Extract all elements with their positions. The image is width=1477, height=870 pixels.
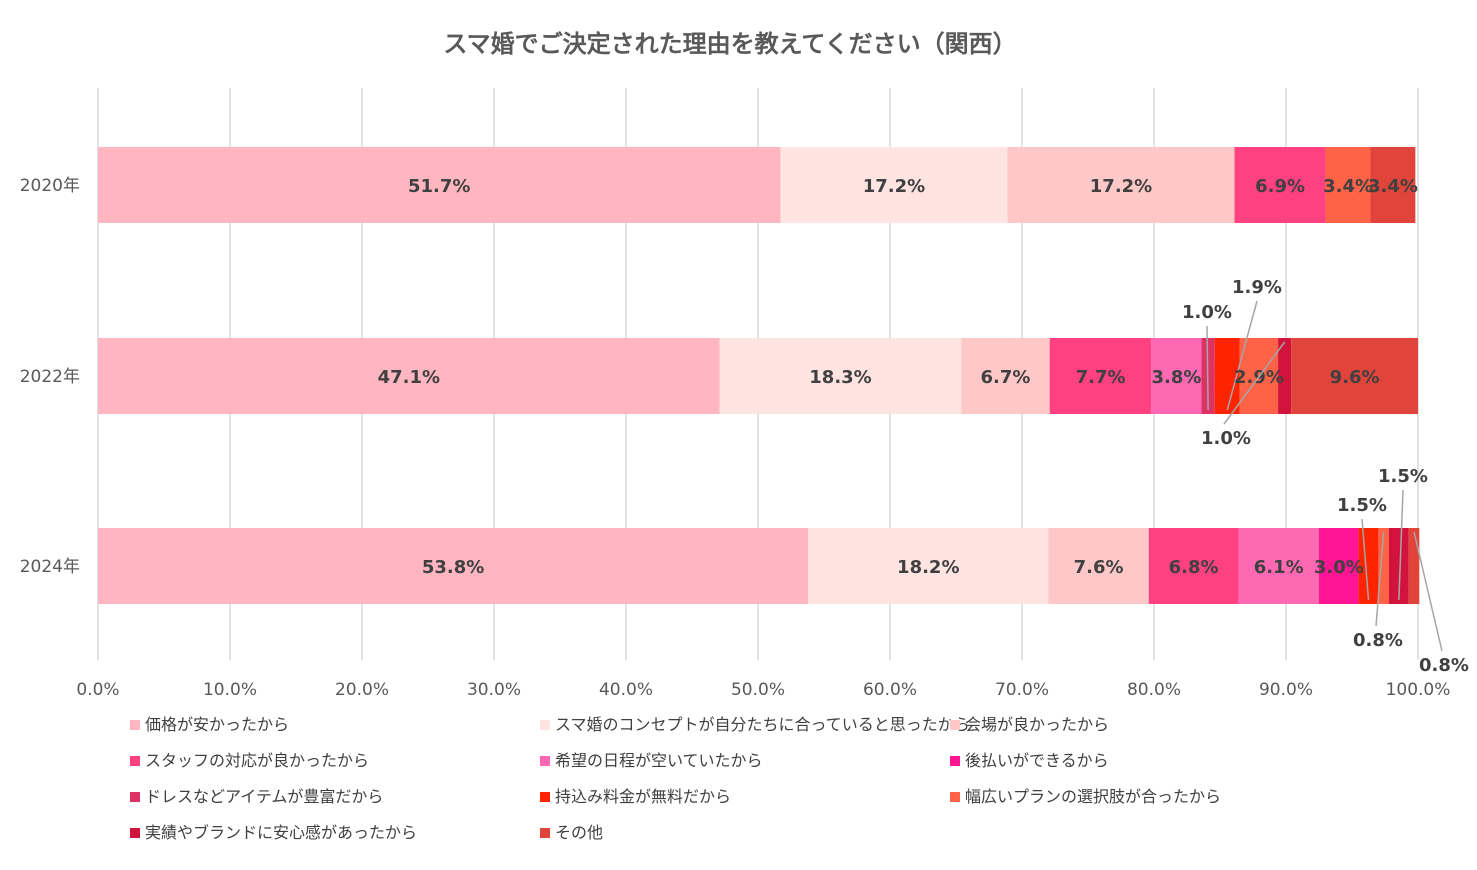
data-label: 3.8% xyxy=(1151,367,1201,388)
legend-swatch xyxy=(950,792,960,802)
bar-segment xyxy=(1148,528,1239,604)
x-tick-label: 60.0% xyxy=(863,680,917,700)
legend-swatch xyxy=(540,792,550,802)
legend-label: 幅広いプランの選択肢が合ったから xyxy=(965,787,1221,806)
data-label: 53.8% xyxy=(422,557,484,578)
bar-segment xyxy=(808,528,1049,604)
legend-label: 価格が安かったから xyxy=(145,715,289,734)
bar-segment xyxy=(1319,528,1359,604)
data-label: 3.4% xyxy=(1368,176,1418,197)
bar-segment xyxy=(1151,338,1202,414)
data-label: 7.7% xyxy=(1076,367,1126,388)
data-label: 6.1% xyxy=(1254,557,1304,578)
legend-label: 持込み料金が無料だから xyxy=(555,787,731,806)
bar-segment xyxy=(1370,147,1416,223)
data-label: 1.5% xyxy=(1378,466,1428,487)
legend-label: スタッフの対応が良かったから xyxy=(145,751,369,770)
x-tick-label: 20.0% xyxy=(335,680,389,700)
legend-swatch xyxy=(130,720,140,730)
data-label: 51.7% xyxy=(408,176,470,197)
data-label: 0.8% xyxy=(1353,630,1403,651)
bar-segment xyxy=(98,147,781,223)
x-tick-label: 100.0% xyxy=(1386,680,1451,700)
data-label: 18.2% xyxy=(897,557,959,578)
data-label: 18.3% xyxy=(809,367,871,388)
x-tick-label: 40.0% xyxy=(599,680,653,700)
bar-segment xyxy=(1325,147,1371,223)
bars xyxy=(98,147,1420,604)
bar-segment xyxy=(1378,528,1389,604)
data-label: 6.7% xyxy=(981,367,1031,388)
bar-segment xyxy=(1408,528,1420,604)
data-label: 17.2% xyxy=(1090,176,1152,197)
y-tick-label: 2024年 xyxy=(20,557,80,577)
leader-line xyxy=(1226,300,1258,411)
bar-segment xyxy=(1238,528,1319,604)
data-label: 1.0% xyxy=(1201,428,1251,449)
x-tick-label: 0.0% xyxy=(76,680,119,700)
bar-segment xyxy=(1291,338,1418,414)
x-tick-label: 90.0% xyxy=(1259,680,1313,700)
bar-segment xyxy=(1278,338,1292,414)
segment-labels: 51.7% 47.1% 53.8% 17.2% 18.3% 18.2% 17.2% 6.7% 7… xyxy=(378,176,1469,676)
data-label: 0.8% xyxy=(1419,655,1469,676)
legend: 価格が安かったから スマ婚のコンセプトが自分たちに合っていると思ったから会場が良か… xyxy=(130,715,1221,842)
data-label: 7.6% xyxy=(1074,557,1124,578)
legend-label: 希望の日程が空いていたから xyxy=(555,751,763,770)
x-tick-label: 30.0% xyxy=(467,680,521,700)
bar-segment xyxy=(98,338,720,414)
bar-segment xyxy=(1007,147,1235,223)
y-tick-label: 2020年 xyxy=(20,176,80,196)
legend-swatch xyxy=(540,720,550,730)
data-label: 3.0% xyxy=(1314,557,1364,578)
bar-segment xyxy=(1048,528,1149,604)
data-label: 1.0% xyxy=(1182,302,1232,323)
data-label: 6.9% xyxy=(1255,176,1305,197)
leader-line xyxy=(1206,325,1209,411)
legend-swatch xyxy=(950,720,960,730)
legend-label: 会場が良かったから xyxy=(965,715,1109,734)
data-label: 1.9% xyxy=(1232,277,1282,298)
data-label: 3.4% xyxy=(1323,176,1373,197)
legend-label: スマ婚のコンセプトが自分たちに合っていると思ったから xyxy=(555,715,970,734)
bar-segment xyxy=(961,338,1050,414)
legend-swatch xyxy=(130,792,140,802)
leader-line xyxy=(1223,341,1286,425)
legend-swatch xyxy=(950,756,960,766)
x-tick-label: 70.0% xyxy=(995,680,1049,700)
leader-line xyxy=(1361,518,1370,601)
legend-swatch xyxy=(540,828,550,838)
bar-segment xyxy=(1214,338,1240,414)
legend-label: ドレスなどアイテムが豊富だから xyxy=(145,787,383,806)
x-tick-label: 50.0% xyxy=(731,680,785,700)
legend-label: 後払いができるから xyxy=(965,751,1109,770)
legend-swatch xyxy=(130,756,140,766)
leader-line xyxy=(1398,489,1404,601)
bar-segment xyxy=(719,338,962,414)
bar-segment xyxy=(780,147,1008,223)
x-tick-label: 10.0% xyxy=(203,680,257,700)
x-axis: 0.0% 10.0% 20.0% 30.0% 40.0% 50.0% 60.0% 70.0% 8… xyxy=(76,680,1450,700)
legend-label: その他 xyxy=(555,823,603,842)
data-label: 1.5% xyxy=(1337,495,1387,516)
bar-segment xyxy=(98,528,809,604)
chart-title: スマ婚でご決定された理由を教えてください（関西） xyxy=(443,30,1016,58)
leader-line xyxy=(1413,531,1443,652)
data-label: 9.6% xyxy=(1330,367,1380,388)
x-tick-label: 80.0% xyxy=(1127,680,1181,700)
legend-label: 実績やブランドに安心感があったから xyxy=(145,823,417,842)
bar-segment xyxy=(1388,528,1409,604)
bar-segment xyxy=(1234,147,1326,223)
legend-swatch xyxy=(130,828,140,838)
y-axis: 2020年 2022年 2024年 xyxy=(20,176,80,577)
legend-swatch xyxy=(540,756,550,766)
data-label: 17.2% xyxy=(863,176,925,197)
y-tick-label: 2022年 xyxy=(20,367,80,387)
data-label: 6.8% xyxy=(1169,557,1219,578)
bar-segment xyxy=(1049,338,1152,414)
data-label: 47.1% xyxy=(378,367,440,388)
leader-line xyxy=(1375,531,1385,627)
